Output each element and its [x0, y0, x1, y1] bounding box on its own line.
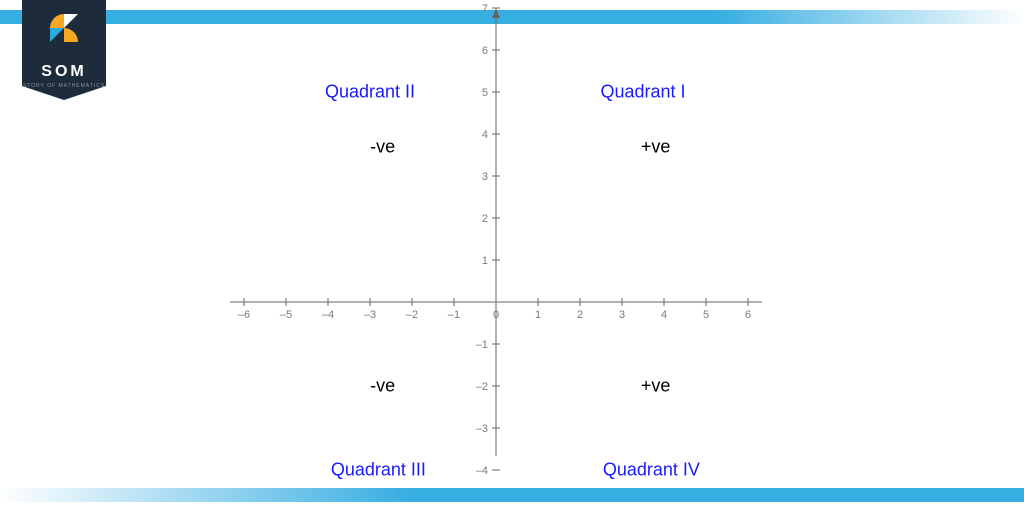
svg-text:6: 6 — [745, 309, 751, 321]
svg-text:–3: –3 — [476, 423, 488, 435]
svg-text:–2: –2 — [406, 309, 418, 321]
svg-text:4: 4 — [482, 129, 488, 141]
svg-text:4: 4 — [661, 309, 667, 321]
quadrant-4-label: Quadrant IV — [603, 460, 700, 481]
svg-text:5: 5 — [703, 309, 709, 321]
quadrant-2-label: Quadrant II — [325, 82, 415, 103]
quadrant-3-label: Quadrant III — [331, 460, 426, 481]
svg-text:–5: –5 — [280, 309, 292, 321]
svg-text:–6: –6 — [238, 309, 250, 321]
svg-text:–4: –4 — [476, 465, 488, 477]
svg-text:–1: –1 — [476, 339, 488, 351]
quadrant-1-label: Quadrant I — [600, 82, 685, 103]
svg-text:0: 0 — [493, 309, 499, 321]
svg-text:–3: –3 — [364, 309, 376, 321]
svg-text:3: 3 — [619, 309, 625, 321]
quadrant-1-sign: +ve — [641, 136, 671, 157]
svg-text:2: 2 — [482, 213, 488, 225]
svg-text:–2: –2 — [476, 381, 488, 393]
svg-text:5: 5 — [482, 87, 488, 99]
quadrant-3-sign: -ve — [370, 376, 395, 397]
quadrant-chart: –6 –5 –4 –3 –2 –1 0 1 2 3 4 5 6 –4 –3 –2 –1 1 2 3 4 5 6 7 — [0, 0, 1024, 512]
svg-text:2: 2 — [577, 309, 583, 321]
svg-text:–1: –1 — [448, 309, 460, 321]
svg-text:–4: –4 — [322, 309, 334, 321]
svg-text:1: 1 — [535, 309, 541, 321]
brand-badge — [22, 0, 106, 100]
svg-text:3: 3 — [482, 171, 488, 183]
svg-text:1: 1 — [482, 255, 488, 267]
svg-text:6: 6 — [482, 45, 488, 57]
svg-text:7: 7 — [482, 3, 488, 15]
quadrant-4-sign: +ve — [641, 376, 671, 397]
quadrant-2-sign: -ve — [370, 136, 395, 157]
